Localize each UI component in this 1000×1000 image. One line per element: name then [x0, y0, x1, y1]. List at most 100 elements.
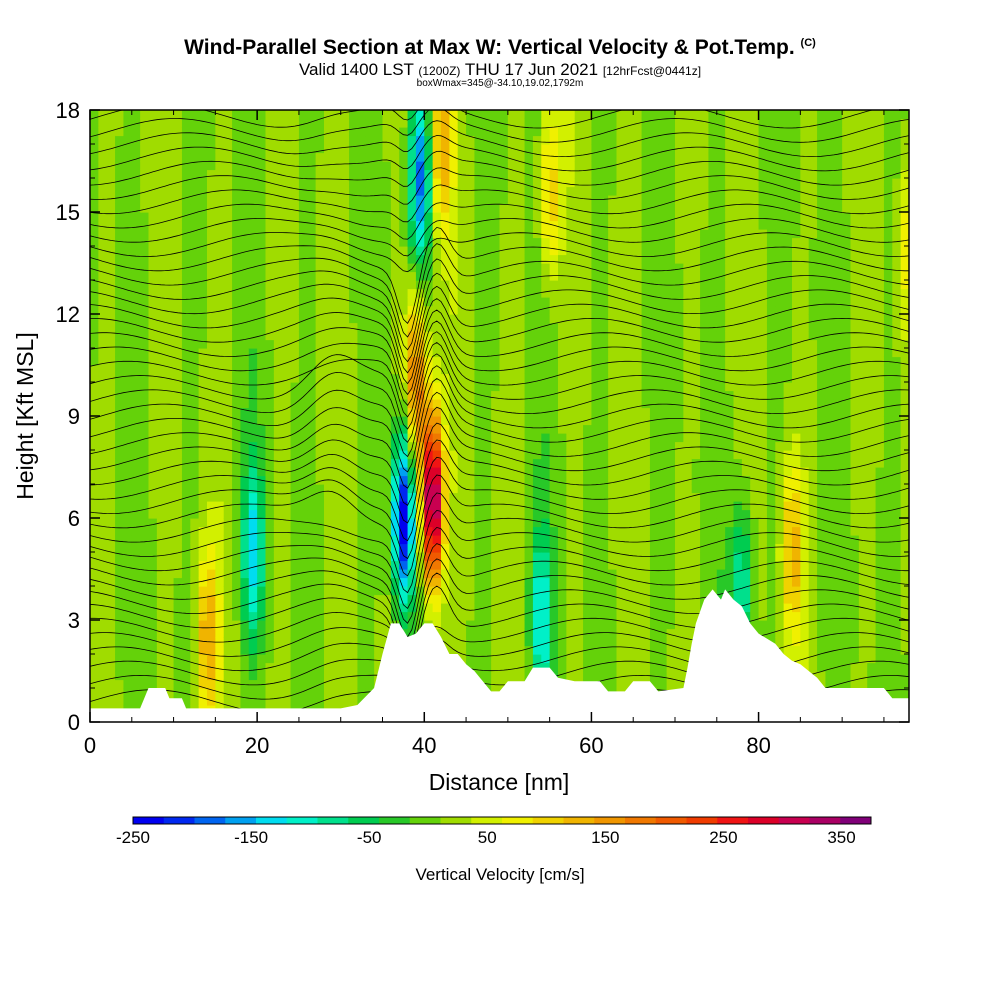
field-cell — [474, 433, 484, 443]
field-cell — [532, 203, 542, 213]
field-cell — [541, 450, 551, 460]
field-cell — [131, 433, 141, 443]
field-cell — [608, 169, 618, 179]
field-cell — [474, 280, 484, 290]
field-cell — [432, 467, 442, 477]
field-cell — [223, 620, 233, 630]
field-cell — [324, 365, 333, 375]
field-cell — [399, 152, 409, 162]
field-cell — [123, 212, 133, 222]
field-cell — [432, 526, 442, 536]
field-cell — [390, 135, 400, 145]
field-cell — [90, 399, 99, 409]
field-cell — [140, 263, 150, 273]
field-cell — [491, 390, 501, 400]
field-cell — [382, 365, 392, 375]
field-cell — [148, 314, 158, 324]
field-cell — [156, 220, 166, 230]
field-cell — [482, 552, 492, 562]
field-cell — [123, 348, 133, 358]
field-cell — [583, 178, 593, 188]
field-cell — [131, 552, 141, 562]
field-cell — [449, 263, 459, 273]
field-cell — [415, 305, 425, 315]
field-cell — [516, 552, 526, 562]
field-cell — [315, 144, 325, 154]
field-cell — [265, 144, 275, 154]
field-cell — [591, 577, 601, 587]
field-cell — [599, 611, 609, 621]
field-cell — [558, 127, 567, 137]
field-cell — [115, 535, 125, 545]
field-cell — [115, 365, 125, 375]
field-cell — [173, 288, 183, 298]
field-cell — [499, 271, 509, 281]
field-cell — [223, 305, 233, 315]
field-cell — [407, 586, 417, 596]
field-cell — [140, 135, 150, 145]
field-cell — [332, 628, 342, 638]
field-cell — [340, 271, 350, 281]
field-cell — [599, 577, 609, 587]
field-cell — [332, 390, 342, 400]
field-cell — [148, 212, 158, 222]
field-cell — [591, 586, 601, 596]
field-cell — [658, 552, 668, 562]
field-cell — [207, 365, 216, 375]
field-cell — [399, 535, 409, 545]
field-cell — [357, 450, 367, 460]
field-cell — [466, 620, 476, 630]
field-cell — [190, 288, 200, 298]
field-cell — [558, 356, 567, 366]
field-cell — [641, 416, 651, 426]
field-cell — [307, 458, 317, 468]
field-cell — [474, 271, 484, 281]
field-cell — [441, 348, 450, 358]
field-cell — [449, 416, 459, 426]
field-cell — [549, 526, 559, 536]
field-cell — [599, 271, 609, 281]
field-cell — [215, 314, 225, 324]
field-cell — [340, 424, 350, 434]
field-cell — [265, 356, 275, 366]
field-cell — [541, 195, 551, 205]
field-cell — [332, 586, 342, 596]
field-cell — [482, 382, 492, 392]
field-cell — [616, 314, 626, 324]
field-cell — [583, 331, 593, 341]
field-cell — [532, 186, 542, 196]
field-cell — [507, 535, 517, 545]
field-cell — [365, 373, 375, 383]
field-cell — [507, 118, 517, 128]
field-cell — [524, 535, 534, 545]
field-cell — [240, 501, 250, 511]
field-cell — [633, 297, 643, 307]
field-cell — [591, 654, 601, 664]
field-cell — [390, 118, 400, 128]
field-cell — [524, 339, 534, 349]
field-cell — [365, 645, 375, 655]
field-cell — [307, 654, 317, 664]
field-cell — [282, 288, 292, 298]
field-cell — [315, 696, 325, 706]
field-cell — [282, 237, 292, 247]
field-cell — [415, 254, 425, 264]
field-cell — [616, 407, 626, 417]
field-cell — [616, 467, 626, 477]
field-cell — [115, 475, 125, 485]
field-cell — [641, 407, 651, 417]
field-cell — [181, 331, 191, 341]
field-cell — [215, 169, 225, 179]
field-cell — [257, 152, 267, 162]
field-cell — [173, 416, 183, 426]
field-cell — [223, 127, 233, 137]
field-cell — [215, 178, 225, 188]
field-cell — [608, 654, 618, 664]
field-cell — [507, 662, 517, 672]
field-cell — [265, 611, 275, 621]
field-cell — [340, 560, 350, 570]
field-cell — [148, 611, 158, 621]
field-cell — [482, 484, 492, 494]
field-cell — [181, 373, 191, 383]
field-cell — [115, 594, 125, 604]
